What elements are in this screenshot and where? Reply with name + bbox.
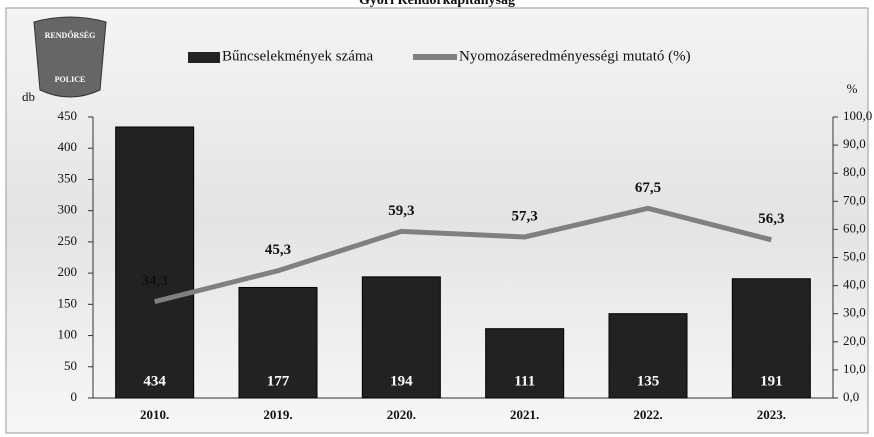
bar-value-label: 111 xyxy=(514,373,535,389)
bar-value-label: 191 xyxy=(760,373,783,389)
y-tick-label: 0 xyxy=(71,389,78,404)
chart-title: Győri Rendőrkapitányság xyxy=(359,0,515,8)
legend-swatch xyxy=(188,52,220,63)
x-tick-label: 2019. xyxy=(263,407,292,422)
x-tick-label: 2010. xyxy=(140,407,169,422)
line-value-label: 57,3 xyxy=(512,208,538,224)
y-tick-label: 50 xyxy=(64,358,77,373)
logo-text: POLICE xyxy=(55,75,86,84)
y2-tick-label: 90,0 xyxy=(843,136,866,151)
logo-text: RENDŐRSÉG xyxy=(45,30,96,40)
line-value-label: 59,3 xyxy=(388,203,414,219)
bar-value-label: 434 xyxy=(143,373,166,389)
bar-value-label: 194 xyxy=(390,373,413,389)
y2-tick-label: 70,0 xyxy=(843,192,866,207)
x-tick-label: 2020. xyxy=(387,407,416,422)
bar xyxy=(485,328,565,399)
bar-value-label: 177 xyxy=(267,373,290,389)
bar xyxy=(731,278,811,399)
y2-tick-label: 60,0 xyxy=(843,220,866,235)
line-value-label: 67,5 xyxy=(635,180,661,196)
line-value-label: 34,3 xyxy=(142,273,168,289)
legend-label: Nyomozáseredményességi mutató (%) xyxy=(459,48,691,64)
y2-tick-label: 80,0 xyxy=(843,164,866,179)
bar xyxy=(608,313,688,399)
bar xyxy=(361,276,441,399)
line-value-label: 56,3 xyxy=(758,211,784,227)
line-value-label: 45,3 xyxy=(265,242,291,258)
y-axis-label: db xyxy=(22,89,35,104)
y-tick-label: 150 xyxy=(58,295,78,310)
bar xyxy=(115,126,195,399)
y-tick-label: 250 xyxy=(58,233,78,248)
legend-label: Bűncselekmények száma xyxy=(222,48,374,64)
y-tick-label: 450 xyxy=(58,108,78,123)
y2-tick-label: 10,0 xyxy=(843,361,866,376)
x-tick-label: 2021. xyxy=(510,407,539,422)
y-tick-label: 100 xyxy=(58,327,78,342)
y2-axis-label: % xyxy=(847,81,858,96)
logo-shield xyxy=(33,16,107,98)
y2-tick-label: 30,0 xyxy=(843,305,866,320)
y2-tick-label: 0,0 xyxy=(843,389,859,404)
line xyxy=(154,205,772,305)
x-tick-label: 2022. xyxy=(633,407,662,422)
bar-value-label: 135 xyxy=(637,373,660,389)
y2-tick-label: 20,0 xyxy=(843,333,866,348)
y2-tick-label: 50,0 xyxy=(843,248,866,263)
y-tick-label: 350 xyxy=(58,170,78,185)
y-tick-label: 300 xyxy=(58,202,78,217)
bar xyxy=(238,286,318,399)
logo: RENDŐRSÉG POLICE xyxy=(33,16,107,98)
y-tick-label: 200 xyxy=(58,264,78,279)
y2-tick-label: 100,0 xyxy=(843,108,872,123)
y-tick-label: 400 xyxy=(58,139,78,154)
y2-tick-label: 40,0 xyxy=(843,277,866,292)
x-tick-label: 2023. xyxy=(757,407,786,422)
